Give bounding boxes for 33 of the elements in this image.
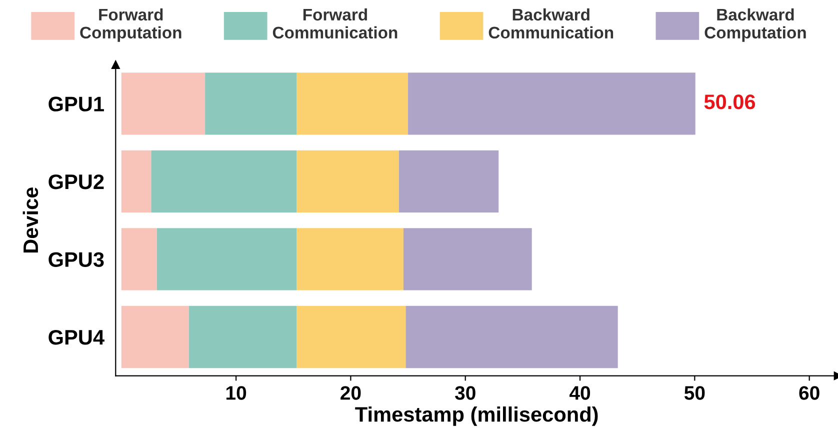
bar <box>121 150 152 213</box>
annotation: 50.06 <box>704 94 756 110</box>
bar <box>121 228 157 290</box>
bar <box>296 150 399 213</box>
bar <box>189 306 297 368</box>
x-tick-label: 50 <box>684 386 705 400</box>
bar <box>205 72 297 135</box>
bar <box>296 228 404 290</box>
x-tick-label: 30 <box>454 386 476 400</box>
bar <box>406 306 618 368</box>
bar <box>296 306 406 368</box>
bar <box>121 306 190 368</box>
legend-label: Forward Communication <box>272 8 398 39</box>
x-tick-label: 20 <box>340 386 361 400</box>
legend-label: Backward Communication <box>488 8 614 39</box>
x-tick-label: 40 <box>569 386 590 400</box>
bar <box>156 228 297 290</box>
bar <box>151 150 297 213</box>
y-axis-title: Device <box>22 187 38 253</box>
y-tick-label: GPU4 <box>48 330 104 345</box>
y-tick-label: GPU3 <box>48 252 104 267</box>
y-tick-label: GPU1 <box>48 96 104 112</box>
x-axis-title: Timestamp (millisecond) <box>355 406 598 426</box>
bar <box>398 150 499 213</box>
legend-label: Forward Computation <box>80 8 182 42</box>
bar <box>408 72 696 135</box>
x-tick-label: 60 <box>799 386 820 400</box>
bar <box>121 72 206 135</box>
bar <box>296 72 408 135</box>
x-tick-label: 10 <box>226 386 246 400</box>
bar <box>403 228 532 290</box>
legend-label: Backward Computation <box>704 8 806 42</box>
y-tick-label: GPU2 <box>48 174 104 190</box>
